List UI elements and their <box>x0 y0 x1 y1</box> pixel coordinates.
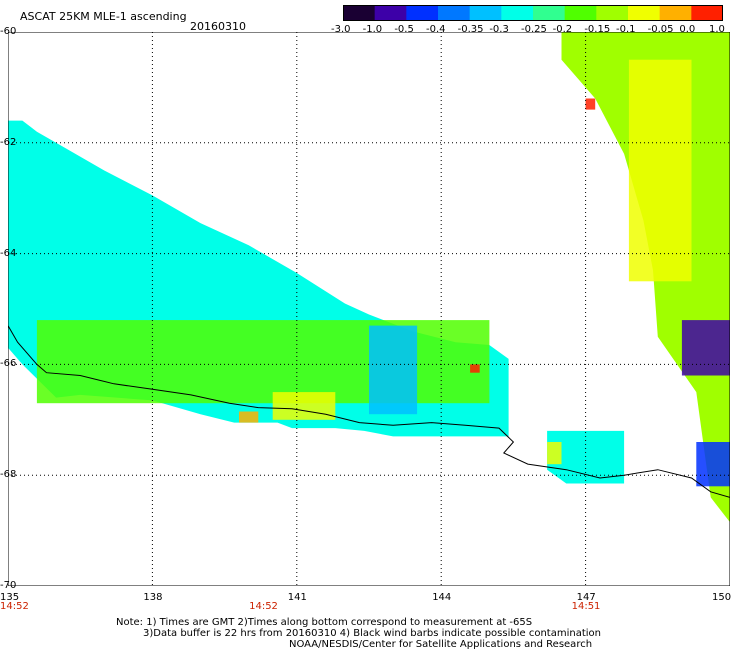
time-label-2: 14:51 <box>571 601 601 612</box>
colorbar-swatch-3 <box>438 5 471 21</box>
map-title: ASCAT 25KM MLE-1 ascending <box>20 10 187 23</box>
lon-label-141: 141 <box>287 592 307 603</box>
colorbar-swatch-11 <box>691 5 723 21</box>
data-patches <box>36 59 730 487</box>
map-date: 20160310 <box>190 20 246 33</box>
data-patch-6 <box>696 442 730 487</box>
data-patch-2 <box>239 411 259 423</box>
data-patch-7 <box>547 442 562 465</box>
time-label-0: 14:52 <box>0 601 29 612</box>
colorbar-swatch-1 <box>374 5 407 21</box>
colorbar-label-3: -0.4 <box>426 24 446 35</box>
colorbar <box>343 5 723 21</box>
colorbar-label-2: -0.5 <box>394 24 414 35</box>
colorbar-swatch-4 <box>469 5 502 21</box>
lon-label-144: 144 <box>432 592 452 603</box>
lon-label-135: 135 <box>0 592 20 603</box>
colorbar-label-10: -0.05 <box>647 24 674 35</box>
colorbar-swatch-8 <box>596 5 629 21</box>
data-patch-9 <box>470 364 480 373</box>
footer-note-2: 3)Data buffer is 22 hrs from 20160310 4)… <box>143 628 601 639</box>
colorbar-label-4: -0.35 <box>457 24 484 35</box>
coastline <box>8 325 730 498</box>
lon-label-147: 147 <box>576 592 596 603</box>
colorbar-swatch-5 <box>501 5 534 21</box>
data-patch-3 <box>369 325 418 415</box>
colorbar-label-5: -0.3 <box>489 24 509 35</box>
lat-label--70: -70 <box>0 580 17 591</box>
data-patch-8 <box>585 98 596 110</box>
lat-label--66: -66 <box>0 358 17 370</box>
graticule <box>8 32 730 586</box>
footer-note-3: NOAA/NESDIS/Center for Satellite Applica… <box>289 639 593 650</box>
data-patch-5 <box>681 320 730 376</box>
swath-mid <box>547 430 625 484</box>
colorbar-label-11: 0.0 <box>679 24 696 35</box>
colorbar-swatch-2 <box>406 5 439 21</box>
colorbar-label-0: -3.0 <box>331 24 351 35</box>
colorbar-swatch-7 <box>564 5 597 21</box>
lat-label--68: -68 <box>0 469 17 481</box>
colorbar-swatch-10 <box>659 5 692 21</box>
time-label-1: 14:52 <box>249 601 278 612</box>
lon-label-138: 138 <box>143 592 163 603</box>
lat-label--64: -64 <box>0 247 17 259</box>
data-patch-4 <box>628 59 692 282</box>
colorbar-swatch-9 <box>628 5 661 21</box>
data-patch-0 <box>36 320 490 404</box>
colorbar-label-12: 1.0 <box>709 24 725 35</box>
colorbar-swatch-6 <box>533 5 566 21</box>
colorbar-label-6: -0.25 <box>521 24 547 35</box>
colorbar-label-8: -0.15 <box>584 24 611 35</box>
lat-label--60: -60 <box>0 26 17 37</box>
lat-label--62: -62 <box>0 136 17 148</box>
map-plot <box>8 32 730 586</box>
colorbar-label-1: -1.0 <box>362 24 383 35</box>
colorbar-label-9: -0.1 <box>616 24 636 35</box>
lon-label-150: 150 <box>712 592 732 603</box>
footer-note-1: Note: 1) Times are GMT 2)Times along bot… <box>116 617 533 628</box>
data-patch-1 <box>272 392 336 420</box>
data-swaths <box>8 32 730 523</box>
colorbar-label-7: -0.2 <box>552 24 573 35</box>
colorbar-swatch-0 <box>343 5 376 21</box>
